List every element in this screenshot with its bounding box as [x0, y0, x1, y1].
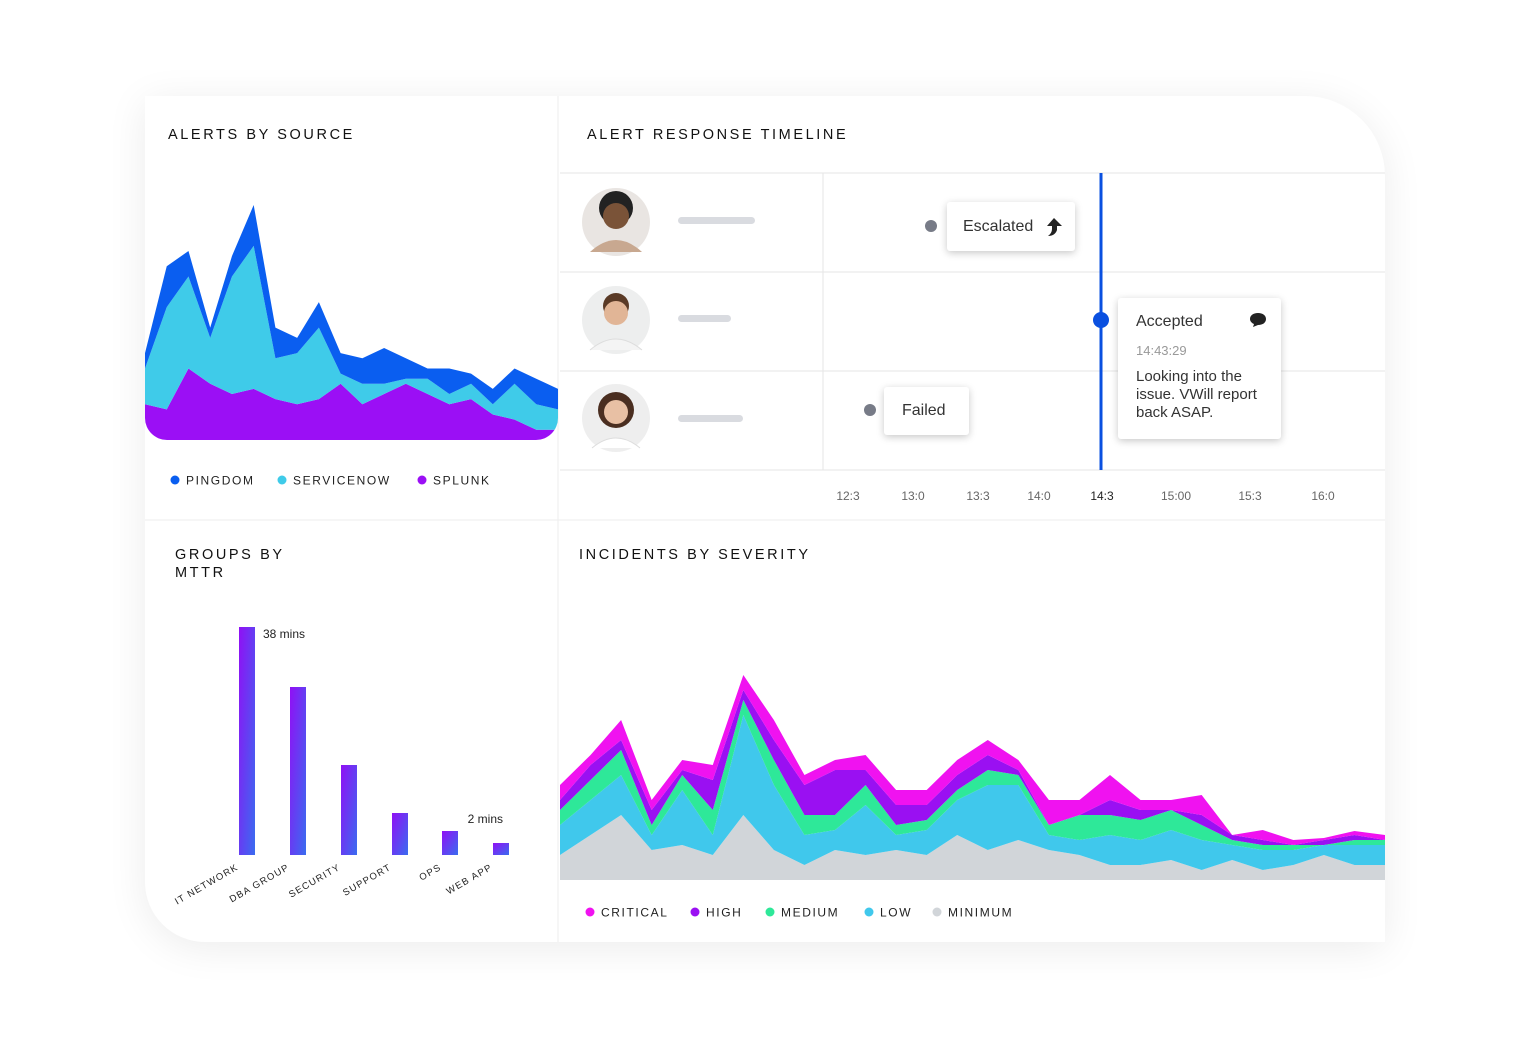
- x-tick-label: OPS: [417, 862, 443, 883]
- x-tick-label: SECURITY: [287, 862, 342, 900]
- escalate-icon: [1047, 218, 1062, 236]
- timeline-title: ALERT RESPONSE TIMELINE: [587, 127, 849, 143]
- legend-label: LOW: [880, 906, 912, 920]
- legend-marker: [585, 907, 595, 917]
- x-tick-label: 16:0: [1311, 489, 1335, 503]
- legend-label: SERVICENOW: [293, 474, 391, 488]
- x-tick-label: 13:0: [901, 489, 925, 503]
- legend-label: PINGDOM: [186, 474, 255, 488]
- plot-area: [560, 675, 1385, 880]
- timeline-axis: 12:3 13:0 13:3 14:0 14:3 15:00 15:3 16:0: [836, 489, 1335, 503]
- bar: [493, 843, 509, 855]
- value-label: 2 mins: [468, 812, 503, 826]
- x-tick-label: SUPPORT: [341, 862, 393, 899]
- x-tick-label: WEB APP: [445, 862, 495, 897]
- x-tick-label: 15:3: [1238, 489, 1262, 503]
- avatar: [582, 286, 650, 354]
- event-card: Escalated: [947, 202, 1075, 251]
- event-dot: [925, 220, 937, 232]
- avatar: [582, 188, 650, 256]
- avatar: [582, 384, 650, 452]
- chart-title: INCIDENTS BY SEVERITY: [579, 547, 811, 563]
- area: [560, 690, 1385, 845]
- legend-label: MEDIUM: [781, 906, 839, 920]
- event-note: Looking into the issue. VWill report bac…: [1136, 368, 1257, 421]
- event-label: Accepted: [1136, 313, 1203, 330]
- x-tick-label: 15:00: [1161, 489, 1191, 503]
- value-label: 38 mins: [263, 627, 305, 641]
- x-tick-label: 14:0: [1027, 489, 1051, 503]
- legend-label: CRITICAL: [601, 906, 668, 920]
- legend-marker: [417, 475, 427, 485]
- legend-label: HIGH: [706, 906, 742, 920]
- event-card: Accepted 14:43:29 Looking into the issue…: [1118, 298, 1281, 439]
- bar: [392, 813, 408, 855]
- area: [145, 368, 558, 440]
- legend-marker: [170, 475, 180, 485]
- legend-marker: [765, 907, 775, 917]
- legend-marker: [864, 907, 874, 917]
- legend-marker: [277, 475, 287, 485]
- event-time: 14:43:29: [1136, 343, 1187, 358]
- x-tick-label: 13:3: [966, 489, 990, 503]
- event-card: Failed: [884, 387, 969, 435]
- bar: [290, 687, 306, 855]
- chart-title: GROUPS BY MTTR: [175, 547, 285, 581]
- area: [560, 700, 1385, 850]
- event-dot: [864, 404, 876, 416]
- x-tick-label: 12:3: [836, 489, 860, 503]
- bar: [442, 831, 458, 855]
- legend-marker: [932, 907, 942, 917]
- event-dot: [1093, 312, 1109, 328]
- comment-icon: [1250, 313, 1266, 327]
- name-placeholder: [678, 217, 755, 422]
- area: [560, 675, 1385, 845]
- bar: [341, 765, 357, 855]
- area: [145, 245, 558, 430]
- area: [560, 815, 1385, 880]
- event-label: Escalated: [963, 218, 1034, 235]
- x-tick-label: 14:3: [1090, 489, 1114, 503]
- bar: [239, 627, 255, 855]
- chart-title: ALERTS BY SOURCE: [168, 127, 355, 143]
- legend-label: SPLUNK: [433, 474, 491, 488]
- legend-marker: [690, 907, 700, 917]
- plot-area: [145, 205, 558, 440]
- event-label: Failed: [902, 402, 946, 419]
- legend-label: MINIMUM: [948, 906, 1013, 920]
- area: [145, 205, 558, 410]
